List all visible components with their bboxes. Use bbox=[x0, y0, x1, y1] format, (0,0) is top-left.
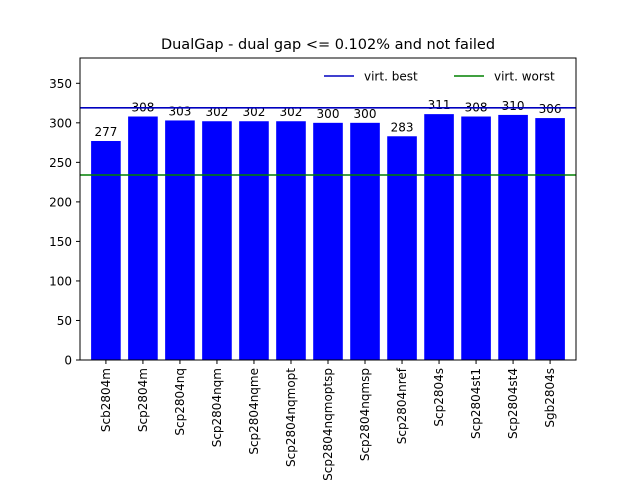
chart-title: DualGap - dual gap <= 0.102% and not fai… bbox=[161, 37, 495, 53]
bar-value-label-Scp2804nqmopt: 302 bbox=[280, 105, 303, 119]
x-tick-label-Scb2804m: Scb2804m bbox=[99, 368, 113, 432]
bar-Scp2804nqme bbox=[239, 121, 269, 361]
bar-Scp2804s bbox=[424, 114, 454, 360]
bars-group bbox=[91, 114, 565, 361]
bar-value-label-Scb2804m: 277 bbox=[94, 125, 117, 139]
bar-Scb2804m bbox=[91, 141, 121, 360]
bar-Scp2804nqmopt bbox=[276, 121, 306, 361]
bar-value-label-Scp2804nqmoptsp: 300 bbox=[317, 107, 340, 121]
x-tick-label-Scp2804m: Scp2804m bbox=[136, 368, 150, 432]
bar-Scp2804st1 bbox=[461, 116, 491, 360]
bar-value-label-Sgb2804s: 306 bbox=[539, 102, 562, 116]
y-tick-label-300: 300 bbox=[49, 116, 72, 130]
bar-Scp2804m bbox=[128, 116, 158, 360]
bar-value-label-Scp2804nqme: 302 bbox=[243, 105, 266, 119]
x-tick-label-Scp2804st4: Scp2804st4 bbox=[506, 368, 520, 439]
y-tick-label-150: 150 bbox=[49, 235, 72, 249]
bar-value-label-Scp2804nref: 283 bbox=[391, 120, 414, 134]
legend-label-virt-best: virt. best bbox=[364, 70, 418, 84]
x-tick-label-Sgb2804s: Sgb2804s bbox=[543, 368, 557, 428]
bar-Scp2804nqmoptsp bbox=[313, 122, 343, 360]
y-tick-label-0: 0 bbox=[64, 354, 72, 368]
y-axis: 0 50 100 150 200 250 300 350 bbox=[49, 77, 80, 368]
x-tick-label-Scp2804nqmoptsp: Scp2804nqmoptsp bbox=[321, 368, 335, 480]
y-tick-label-50: 50 bbox=[57, 314, 72, 328]
x-tick-label-Scp2804nq: Scp2804nq bbox=[173, 368, 187, 436]
x-tick-label-Scp2804nqmopt: Scp2804nqmopt bbox=[284, 368, 298, 467]
bar-Scp2804nq bbox=[165, 120, 195, 360]
x-tick-label-Scp2804s: Scp2804s bbox=[432, 368, 446, 427]
y-tick-label-350: 350 bbox=[49, 77, 72, 91]
bar-Scp2804nqm bbox=[202, 121, 232, 361]
x-tick-label-Scp2804st1: Scp2804st1 bbox=[469, 368, 483, 439]
y-tick-label-250: 250 bbox=[49, 156, 72, 170]
y-tick-label-200: 200 bbox=[49, 195, 72, 209]
bar-value-label-Scp2804s: 311 bbox=[428, 98, 451, 112]
x-tick-label-Scp2804nqm: Scp2804nqm bbox=[210, 368, 224, 447]
bar-value-label-Scp2804nqmsp: 300 bbox=[354, 107, 377, 121]
x-tick-label-Scp2804nqme: Scp2804nqme bbox=[247, 368, 261, 455]
bar-Scp2804nref bbox=[387, 136, 417, 360]
x-tick-label-Scp2804nref: Scp2804nref bbox=[395, 367, 409, 444]
bar-value-label-Scp2804nq: 303 bbox=[168, 104, 191, 118]
bar-value-label-Scp2804st4: 310 bbox=[502, 99, 525, 113]
x-tick-label-Scp2804nqmsp: Scp2804nqmsp bbox=[358, 368, 372, 461]
legend: virt. best virt. worst bbox=[324, 70, 555, 84]
bar-Sgb2804s bbox=[535, 118, 565, 360]
bar-Scp2804nqmsp bbox=[350, 122, 380, 360]
bar-value-label-Scp2804nqm: 302 bbox=[206, 105, 229, 119]
legend-label-virt-worst: virt. worst bbox=[494, 70, 555, 84]
reference-lines-group bbox=[80, 107, 576, 176]
y-tick-label-100: 100 bbox=[49, 274, 72, 288]
bar-Scp2804st4 bbox=[498, 114, 528, 360]
x-axis: Scb2804m Scp2804m Scp2804nq Scp2804nqm Scp28… bbox=[99, 360, 557, 480]
